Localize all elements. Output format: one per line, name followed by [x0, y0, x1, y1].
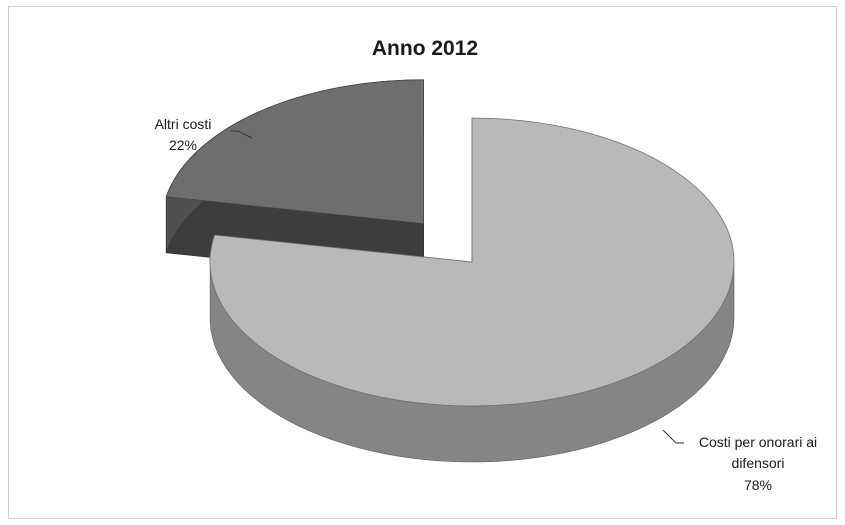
chart-title: Anno 2012 — [372, 37, 478, 60]
slice-altri-costi-top — [165, 79, 424, 225]
slice-label-altri-costi: Altri costi — [155, 116, 212, 132]
leader-line-altri-costi — [230, 130, 253, 139]
slice-percent-costi-onorari: 78% — [744, 477, 772, 493]
leader-line-costi-onorari — [662, 429, 684, 444]
slice-percent-altri-costi: 22% — [169, 137, 197, 153]
slice-costi-onorari-top — [209, 117, 735, 407]
slice-costi-onorari — [209, 117, 735, 463]
leaders-layer — [230, 130, 684, 444]
slice-label-costi-onorari-line2: difensori — [732, 455, 785, 471]
slices-layer — [165, 79, 735, 463]
slice-label-costi-onorari-line1: Costi per onorari ai — [699, 434, 817, 450]
